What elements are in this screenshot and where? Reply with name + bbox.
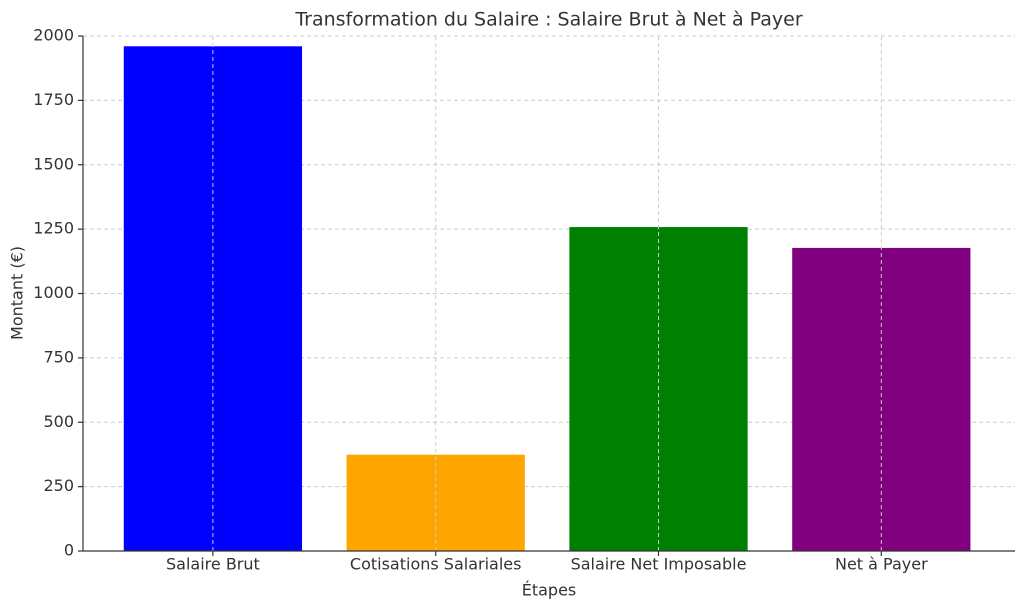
y-tick-label: 1250: [33, 219, 74, 238]
y-tick-label: 0: [64, 541, 74, 560]
y-tick-label: 250: [43, 476, 74, 495]
y-tick-label: 1750: [33, 90, 74, 109]
x-tick-label: Salaire Net Imposable: [571, 555, 747, 574]
y-tick-label: 1500: [33, 154, 74, 173]
x-axis-label: Étapes: [522, 581, 577, 600]
x-tick-label: Cotisations Salariales: [350, 555, 522, 574]
chart-title: Transformation du Salaire : Salaire Brut…: [294, 9, 803, 31]
x-tick-label: Net à Payer: [835, 555, 928, 574]
y-tick-label: 500: [43, 412, 74, 431]
y-axis-label: Montant (€): [8, 246, 27, 340]
y-tick-label: 2000: [33, 26, 74, 45]
y-tick-label: 750: [43, 347, 74, 366]
y-tick-label: 1000: [33, 283, 74, 302]
x-tick-label: Salaire Brut: [166, 555, 260, 574]
